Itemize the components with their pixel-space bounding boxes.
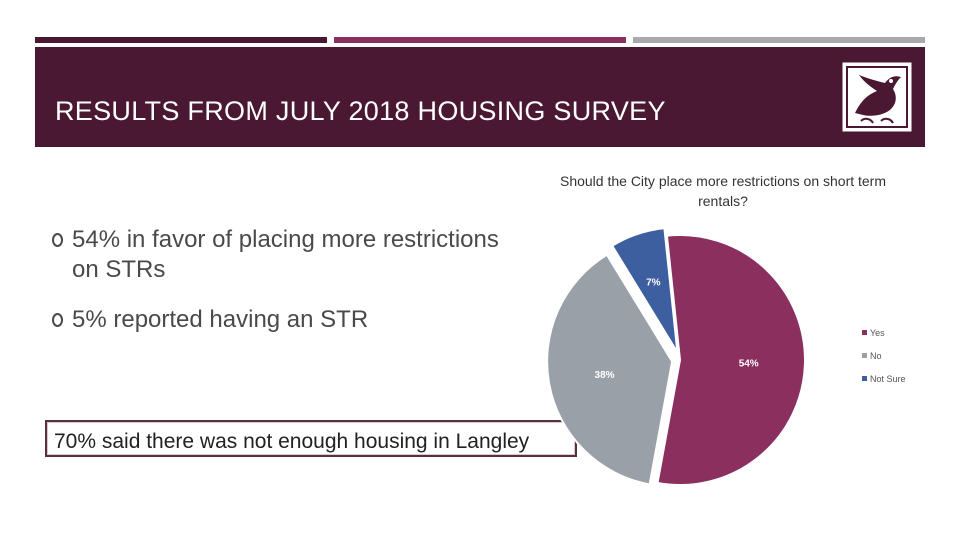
- bullet-ring-icon: [52, 233, 63, 247]
- bullet-item: 54% in favor of placing more restriction…: [52, 225, 512, 285]
- bullet-ring-icon: [52, 313, 63, 327]
- pie-slice-no: [546, 253, 674, 486]
- legend-label: Yes: [870, 328, 885, 338]
- legend-swatch: [862, 353, 867, 358]
- legend-item: No: [862, 349, 906, 372]
- bullet-item: 5% reported having an STR: [52, 305, 512, 335]
- title-band: RESULTS FROM JULY 2018 HOUSING SURVEY: [35, 47, 925, 147]
- pie-chart: 54% 38% 7%: [546, 227, 806, 486]
- legend-swatch: [862, 376, 867, 381]
- legend-label: No: [870, 351, 882, 361]
- legend-item: Yes: [862, 326, 906, 349]
- bullet-text: 5% reported having an STR: [72, 306, 369, 333]
- bullet-text: 54% in favor of placing more restriction…: [72, 226, 499, 283]
- pie-data-label: 38%: [595, 370, 615, 381]
- pie-slice-not-sure: [610, 227, 679, 353]
- legend-item: Not Sure: [862, 372, 906, 395]
- slide-title: RESULTS FROM JULY 2018 HOUSING SURVEY: [55, 96, 666, 126]
- bullet-list: 54% in favor of placing more restriction…: [52, 225, 512, 355]
- pie-slice-yes: [656, 234, 806, 486]
- chart-legend: Yes No Not Sure: [862, 326, 906, 395]
- pie-data-label: 7%: [646, 277, 661, 288]
- pie-data-label: 54%: [739, 359, 759, 370]
- callout-box: 70% said there was not enough housing in…: [45, 420, 577, 457]
- bird-logo-icon: [842, 62, 912, 132]
- callout-text: 70% said there was not enough housing in…: [54, 430, 530, 453]
- accent-bar-dark: [35, 37, 327, 43]
- accent-bar-gray: [633, 37, 925, 43]
- accent-bar-plum: [334, 37, 626, 43]
- legend-swatch: [862, 330, 867, 335]
- legend-label: Not Sure: [870, 374, 906, 384]
- chart-title: Should the City place more restrictions …: [559, 173, 887, 209]
